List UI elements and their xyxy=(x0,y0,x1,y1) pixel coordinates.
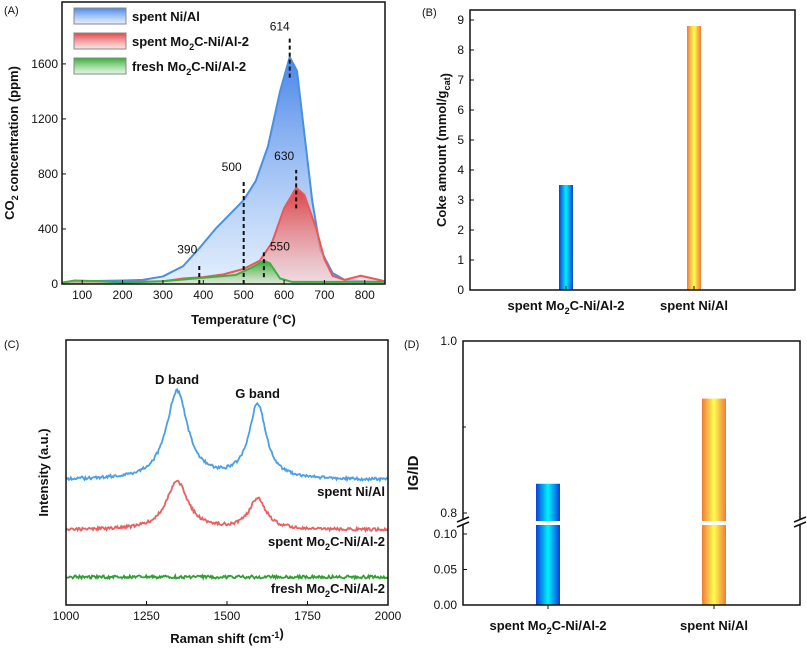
axis-break-mark xyxy=(456,521,470,528)
axis-break-mark xyxy=(793,521,807,528)
x-tick-label: 2000 xyxy=(375,609,402,623)
annotation-label: 614 xyxy=(270,19,290,33)
x-tick-label: 200 xyxy=(113,288,133,302)
y-tick-label: 1200 xyxy=(31,112,58,126)
legend-label: fresh Mo2C-Ni/Al-2 xyxy=(132,59,246,77)
spectrum-label: fresh Mo2C-Ni/Al-2 xyxy=(271,581,385,599)
legend-label: spent Ni/Al xyxy=(132,9,200,24)
annotation-label: 630 xyxy=(274,149,294,163)
legend-label: spent Mo2C-Ni/Al-2 xyxy=(132,34,249,52)
annotation-label: 390 xyxy=(177,242,197,256)
x-category-label: spent Ni/Al xyxy=(680,618,748,633)
bar xyxy=(687,26,701,290)
bar xyxy=(702,398,726,605)
y-tick-label: 1600 xyxy=(31,57,58,71)
axis-break-mark xyxy=(456,516,470,523)
bar xyxy=(536,483,560,605)
x-tick-label: 800 xyxy=(355,288,375,302)
x-axis-label: Temperature (°C) xyxy=(191,312,296,327)
x-tick-label: 1250 xyxy=(133,609,160,623)
x-axis-label: Raman shift (cm-1) xyxy=(170,626,284,646)
x-tick-label: 500 xyxy=(234,288,254,302)
plot-frame-d xyxy=(462,340,801,606)
axis-break-mark xyxy=(793,516,807,523)
x-tick-label: 100 xyxy=(72,288,92,302)
series-area xyxy=(62,187,385,284)
y-tick-label: 1.0 xyxy=(440,334,457,348)
plot-frame-a xyxy=(61,1,386,285)
y-tick-label: 4 xyxy=(457,163,464,177)
y-axis-label: Coke amount (mmol/gcat) xyxy=(434,73,453,227)
spectrum-label: spent Ni/Al xyxy=(317,484,385,499)
y-tick-label: 0 xyxy=(51,277,58,291)
y-axis-label: Intensity (a.u.) xyxy=(36,428,51,516)
spectrum-line xyxy=(65,479,389,534)
plot-frame-b xyxy=(469,9,796,291)
d-band-label: D band xyxy=(155,372,199,387)
series-line xyxy=(61,259,385,284)
y-tick-label: 3 xyxy=(457,193,464,207)
x-tick-label: 400 xyxy=(193,288,213,302)
spectrum-line xyxy=(65,572,389,581)
x-tick-label: 300 xyxy=(153,288,173,302)
annotation-label: 500 xyxy=(222,160,242,174)
y-tick-label: 0.10 xyxy=(434,527,458,541)
x-category-label: spent Mo2C-Ni/Al-2 xyxy=(489,618,606,636)
plot-frame-c xyxy=(65,339,389,606)
y-axis-label: CO2 concentration (ppm) xyxy=(2,66,21,220)
y-tick-label: 800 xyxy=(38,167,58,181)
panel-label-d: (D) xyxy=(404,339,419,351)
axis-break-mask xyxy=(460,519,466,525)
y-tick-label: 0.00 xyxy=(434,598,458,612)
y-tick-label: 1 xyxy=(457,253,464,267)
y-tick-label: 6 xyxy=(457,103,464,117)
legend-swatch xyxy=(73,57,127,75)
y-tick-label: 8 xyxy=(457,43,464,57)
axis-break-gap xyxy=(535,521,561,525)
legend-swatch xyxy=(73,7,127,25)
x-category-label: spent Ni/Al xyxy=(660,298,728,313)
y-tick-label: 0.8 xyxy=(440,506,457,520)
bar xyxy=(559,185,573,290)
x-tick-label: 1750 xyxy=(294,609,321,623)
y-axis-label-d: IG/ID xyxy=(405,455,422,490)
y-tick-label: 2 xyxy=(457,223,464,237)
panel-label-b: (B) xyxy=(422,7,437,19)
annotation-label: 550 xyxy=(270,239,290,253)
y-tick-label: 400 xyxy=(38,222,58,236)
y-tick-label: 5 xyxy=(457,133,464,147)
g-band-label: G band xyxy=(235,386,280,401)
x-tick-label: 600 xyxy=(274,288,294,302)
axis-break-gap xyxy=(701,521,727,525)
panel-label-a: (A) xyxy=(4,5,19,17)
x-tick-label: 700 xyxy=(314,288,334,302)
panel-label-c: (C) xyxy=(4,339,19,351)
axis-break-mask xyxy=(797,519,803,525)
y-tick-label: 7 xyxy=(457,73,464,87)
y-tick-label: 0.05 xyxy=(434,563,458,577)
spectrum-label: spent Mo2C-Ni/Al-2 xyxy=(268,534,385,552)
y-tick-label: 0 xyxy=(457,283,464,297)
x-category-label: spent Mo2C-Ni/Al-2 xyxy=(507,298,624,316)
x-tick-label: 1500 xyxy=(214,609,241,623)
spectrum-line xyxy=(65,387,389,483)
x-tick-label: 1000 xyxy=(53,609,80,623)
y-tick-label: 9 xyxy=(457,13,464,27)
legend-swatch xyxy=(73,32,127,50)
